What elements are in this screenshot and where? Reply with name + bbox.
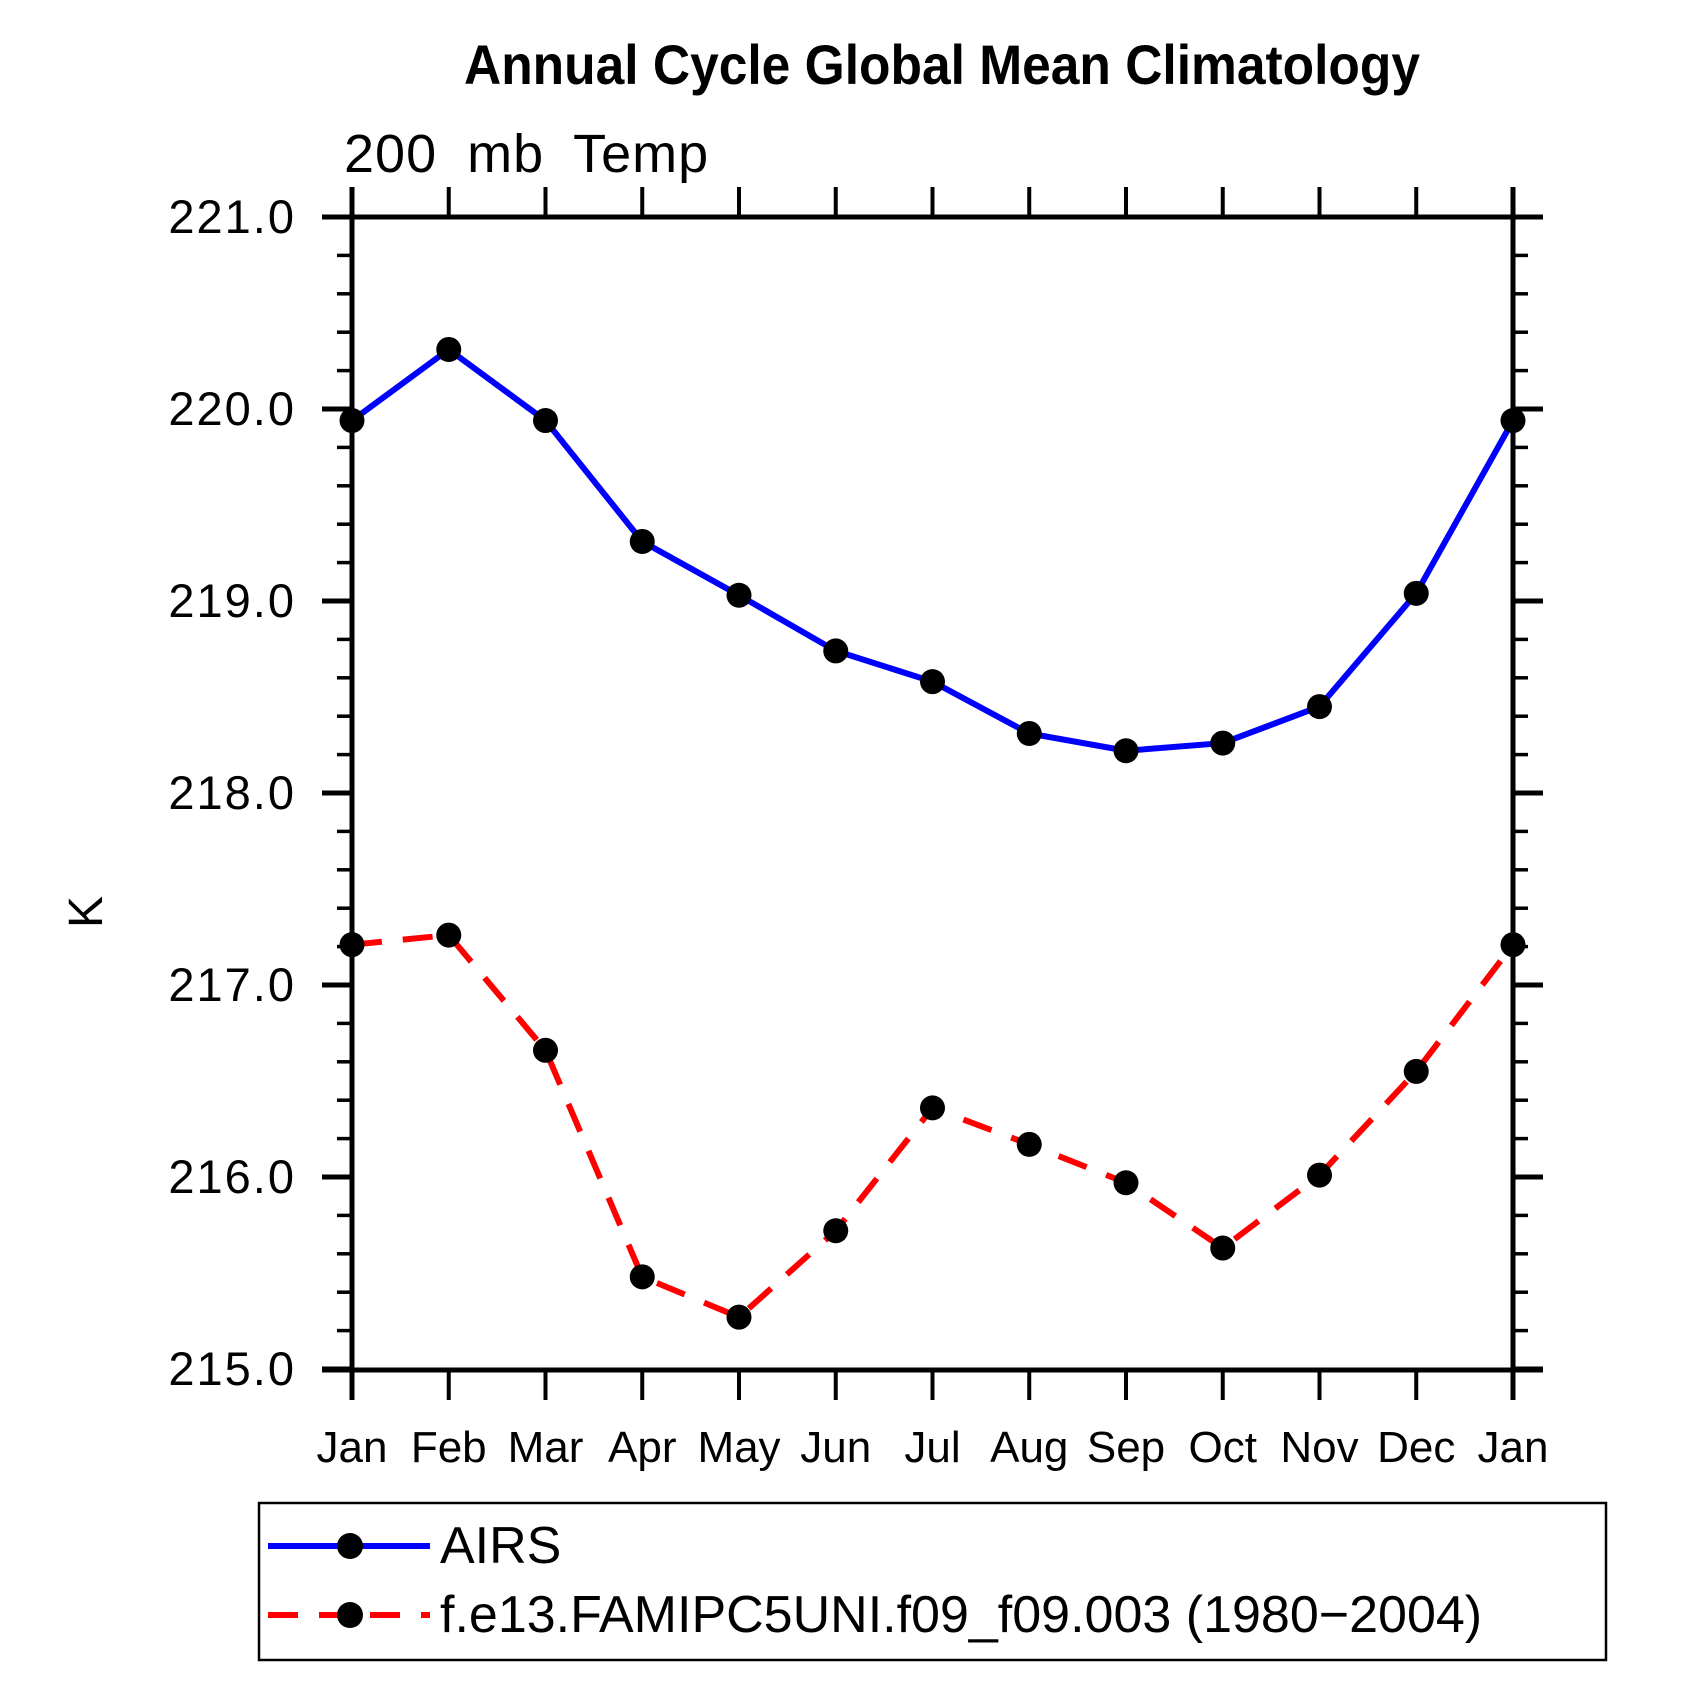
data-point-marker — [436, 922, 462, 948]
data-point-marker — [533, 1037, 558, 1063]
data-point-marker — [1307, 694, 1332, 720]
data-point-marker — [823, 638, 849, 664]
data-point-marker — [823, 1218, 849, 1244]
legend: AIRS f.e13.FAMIPC5UNI.f09_f09.003 (1980−… — [257, 1501, 1608, 1662]
data-point-marker — [1307, 1162, 1332, 1188]
data-point-marker — [1113, 1170, 1139, 1196]
x-tick-label: Jun — [800, 1423, 871, 1472]
legend-box — [257, 1501, 1608, 1662]
y-tick-label: 217.0 — [168, 958, 296, 1011]
x-tick-label: Apr — [608, 1423, 676, 1472]
x-tick-label: Mar — [508, 1423, 584, 1472]
x-tick-label: Jul — [904, 1423, 960, 1472]
y-tick-label: 216.0 — [168, 1150, 296, 1203]
data-point-marker — [1403, 1058, 1429, 1084]
data-point-marker — [339, 932, 365, 958]
x-tick-label: Nov — [1280, 1423, 1358, 1472]
data-point-marker — [920, 669, 945, 695]
data-point-marker — [1403, 580, 1429, 606]
data-point-marker — [339, 408, 365, 434]
data-point-marker — [436, 336, 462, 362]
legend-sample-marker — [337, 1602, 363, 1628]
x-tick-label: May — [697, 1423, 780, 1472]
x-tick-label: Jan — [317, 1423, 388, 1472]
x-tick-label: Oct — [1189, 1423, 1257, 1472]
y-tick-label: 218.0 — [168, 766, 296, 819]
data-point-marker — [1500, 408, 1526, 434]
y-tick-label: 220.0 — [168, 382, 296, 435]
data-point-marker — [1500, 932, 1526, 958]
y-tick-label: 221.0 — [168, 190, 296, 243]
legend-samples — [268, 1533, 430, 1628]
data-point-marker — [1113, 738, 1139, 764]
y-axis-label: K — [60, 896, 113, 928]
chart-subtitle: 200 mb Temp — [344, 124, 709, 184]
y-tick-label: 219.0 — [168, 574, 296, 627]
legend-label-model: f.e13.FAMIPC5UNI.f09_f09.003 (1980−2004) — [440, 1586, 1482, 1644]
x-tick-label: Dec — [1377, 1423, 1455, 1472]
data-point-marker — [629, 1264, 655, 1290]
data-point-marker — [726, 582, 752, 608]
x-tick-label: Jan — [1478, 1423, 1549, 1472]
x-tick-label: Aug — [990, 1423, 1068, 1472]
data-point-marker — [1210, 1235, 1236, 1261]
data-point-marker — [1210, 730, 1236, 756]
data-point-marker — [1016, 720, 1042, 746]
model-series-line — [351, 931, 1516, 1321]
x-tick-label: Feb — [411, 1423, 487, 1472]
data-point-marker — [1016, 1131, 1042, 1157]
legend-sample-marker — [337, 1533, 363, 1559]
data-point-marker — [920, 1095, 945, 1121]
plot-area: Jan Feb Mar Apr May Jun Jul Aug Sep Oct Nov Dec Jan 2… — [168, 187, 1548, 1472]
legend-label-airs: AIRS — [440, 1517, 561, 1575]
data-point-marker — [533, 408, 558, 434]
data-point-marker — [629, 528, 655, 554]
chart-title: Annual Cycle Global Mean Climatology — [464, 34, 1420, 96]
x-tick-label: Sep — [1087, 1423, 1165, 1472]
data-point-marker — [726, 1304, 752, 1330]
y-tick-label: 215.0 — [168, 1342, 296, 1395]
